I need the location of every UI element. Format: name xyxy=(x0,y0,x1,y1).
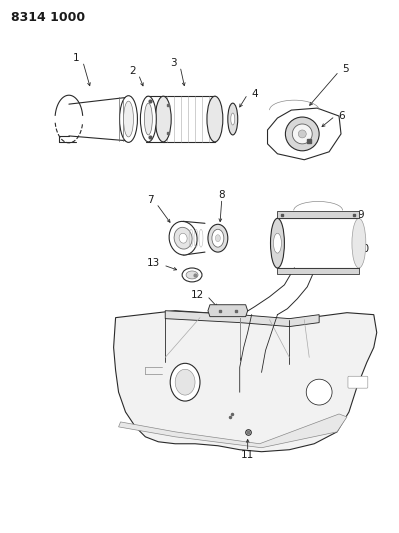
Text: 6: 6 xyxy=(338,111,345,121)
FancyBboxPatch shape xyxy=(348,376,368,388)
Text: 3: 3 xyxy=(170,59,177,68)
Polygon shape xyxy=(119,414,347,448)
Ellipse shape xyxy=(228,103,238,135)
Bar xyxy=(277,268,359,274)
Ellipse shape xyxy=(124,101,133,137)
Ellipse shape xyxy=(212,229,224,247)
Text: 10: 10 xyxy=(357,244,370,254)
Text: 8: 8 xyxy=(219,190,225,200)
Text: 5: 5 xyxy=(342,64,349,75)
Text: 2: 2 xyxy=(129,67,135,76)
Ellipse shape xyxy=(179,233,187,243)
Polygon shape xyxy=(267,108,341,160)
Circle shape xyxy=(292,124,312,144)
Bar xyxy=(277,212,359,219)
Ellipse shape xyxy=(182,268,202,282)
Ellipse shape xyxy=(273,233,281,253)
Ellipse shape xyxy=(120,96,137,142)
Ellipse shape xyxy=(169,221,197,255)
Text: 11: 11 xyxy=(241,450,254,459)
Ellipse shape xyxy=(208,224,228,252)
Text: 7: 7 xyxy=(147,196,153,205)
Ellipse shape xyxy=(174,228,192,249)
Text: 4: 4 xyxy=(252,89,258,99)
Text: 12: 12 xyxy=(191,290,204,300)
Ellipse shape xyxy=(170,364,200,401)
Circle shape xyxy=(306,379,332,405)
Polygon shape xyxy=(208,305,248,317)
Ellipse shape xyxy=(207,96,223,142)
Ellipse shape xyxy=(352,219,366,268)
Polygon shape xyxy=(165,311,319,327)
Text: 1: 1 xyxy=(73,53,80,63)
Bar xyxy=(277,219,359,268)
Ellipse shape xyxy=(215,235,220,241)
Polygon shape xyxy=(114,311,377,451)
Ellipse shape xyxy=(140,96,156,142)
Circle shape xyxy=(285,117,319,151)
Bar xyxy=(163,96,215,142)
Ellipse shape xyxy=(175,369,195,395)
Ellipse shape xyxy=(144,103,152,135)
Text: 13: 13 xyxy=(147,258,160,268)
Ellipse shape xyxy=(271,219,284,268)
Text: 8314 1000: 8314 1000 xyxy=(11,11,85,24)
Ellipse shape xyxy=(155,96,171,142)
Ellipse shape xyxy=(231,113,235,125)
Ellipse shape xyxy=(186,271,198,279)
Text: 9: 9 xyxy=(357,211,363,220)
Circle shape xyxy=(298,130,306,138)
